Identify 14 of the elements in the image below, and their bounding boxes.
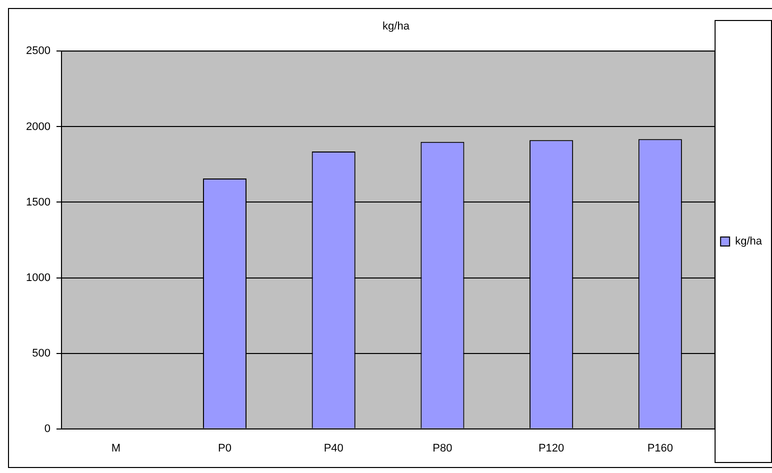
x-tick-label: P120	[538, 442, 564, 454]
x-tick-label: P160	[647, 442, 674, 454]
x-tick-label: P80	[432, 442, 452, 454]
x-tick-label: P0	[218, 442, 232, 454]
y-tick-label: 1500	[26, 196, 50, 208]
y-tick-label: 0	[44, 422, 50, 435]
x-tick-label: P40	[324, 442, 344, 454]
y-tick-label: 500	[32, 347, 50, 360]
chart-title: kg/ha	[382, 20, 410, 33]
y-tick-label: 2500	[26, 45, 50, 58]
y-tick-label: 2000	[26, 120, 50, 133]
y-tick-label: 1000	[26, 272, 50, 284]
x-tick-label: M	[111, 442, 120, 454]
legend-label: kg/ha	[735, 236, 763, 248]
